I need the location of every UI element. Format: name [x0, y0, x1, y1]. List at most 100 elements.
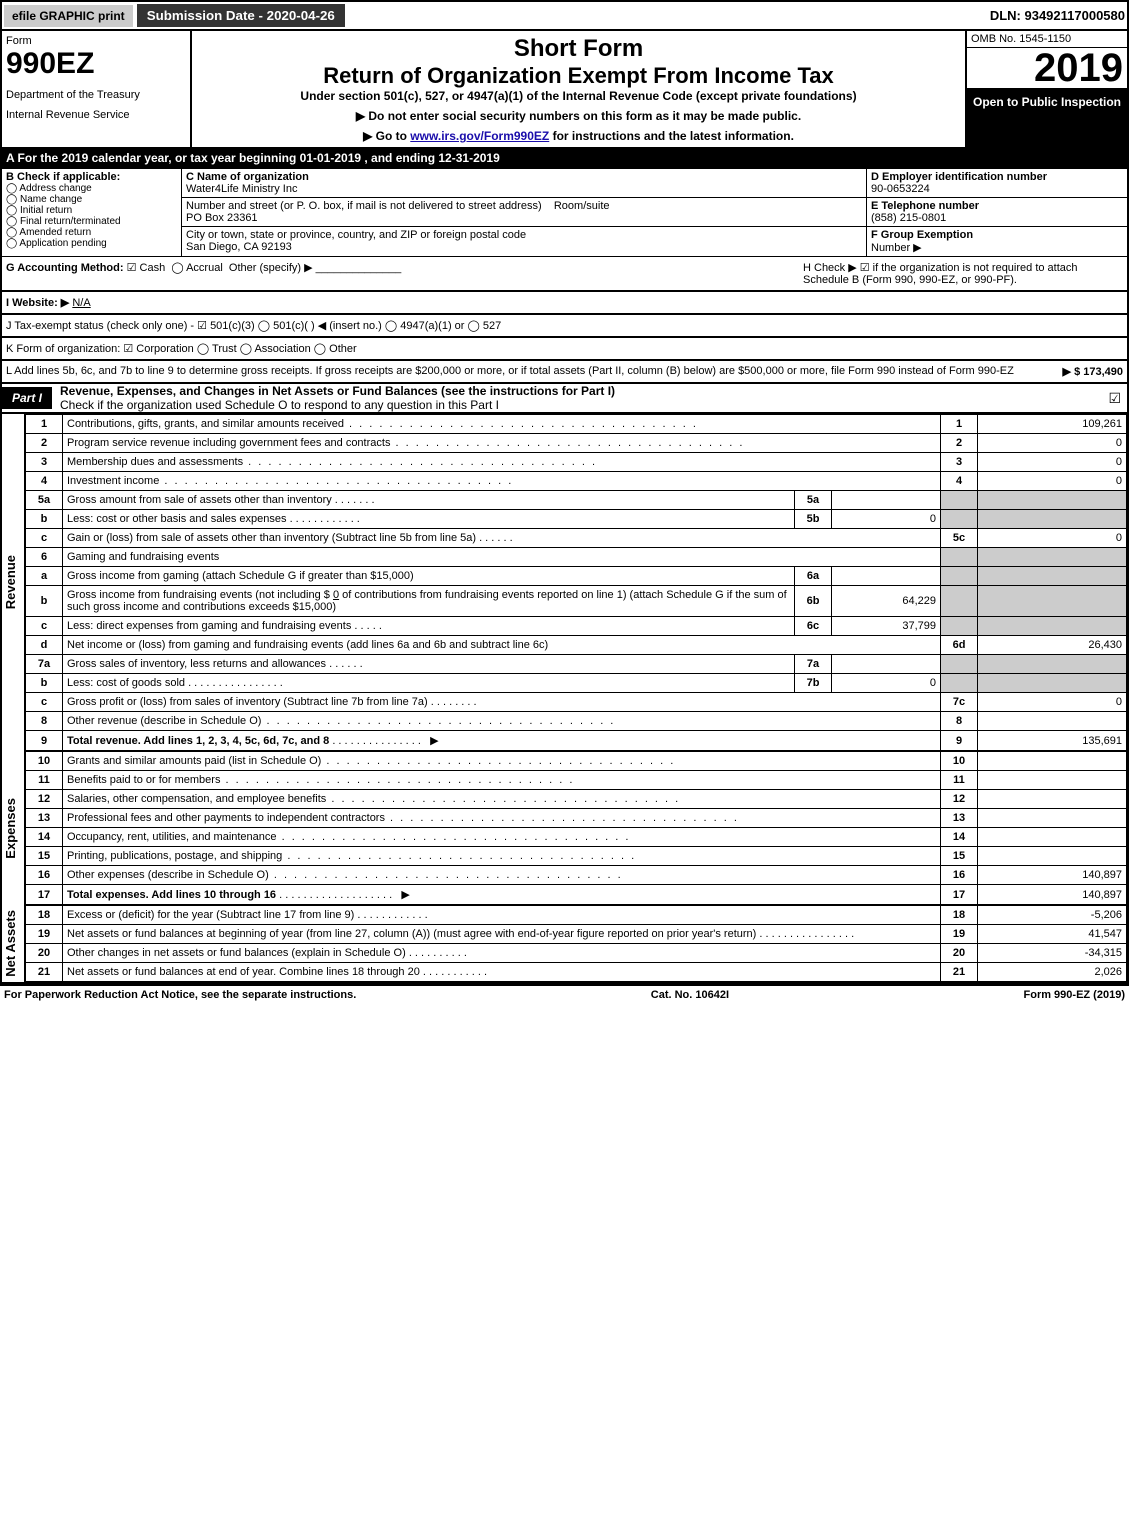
line-num: 12: [26, 790, 63, 809]
gray-cell: [978, 491, 1127, 510]
line-val: 140,897: [978, 866, 1127, 885]
instruction-link: ▶ Go to www.irs.gov/Form990EZ for instru…: [196, 129, 961, 143]
line-num: 3: [26, 453, 63, 472]
title-short: Short Form: [196, 35, 961, 63]
check-amended-return[interactable]: ◯ Amended return: [6, 227, 177, 238]
line-num: 14: [26, 828, 63, 847]
line-desc: Gross profit or (loss) from sales of inv…: [67, 696, 428, 708]
line-desc: Gross sales of inventory, less returns a…: [67, 658, 326, 670]
instruction-ssn: ▶ Do not enter social security numbers o…: [196, 109, 961, 123]
page-footer: For Paperwork Reduction Act Notice, see …: [0, 984, 1129, 1004]
line-num: b: [26, 674, 63, 693]
line-num: 17: [26, 885, 63, 905]
gray-cell: [941, 674, 978, 693]
subline-val: 37,799: [832, 617, 941, 636]
line-desc: Investment income: [67, 475, 513, 487]
subline-col: 6a: [795, 567, 832, 586]
line-col: 11: [941, 771, 978, 790]
check-application-pending[interactable]: ◯ Application pending: [6, 238, 177, 249]
expenses-section: Expenses 10 Grants and similar amounts p…: [0, 751, 1129, 905]
part-1-title: Revenue, Expenses, and Changes in Net As…: [60, 384, 615, 398]
line-col: 3: [941, 453, 978, 472]
line-desc: Benefits paid to or for members: [67, 774, 574, 786]
line-val: 26,430: [978, 636, 1127, 655]
acct-cash[interactable]: ☑ Cash: [127, 262, 166, 274]
subline-col: 7a: [795, 655, 832, 674]
check-name-change[interactable]: ◯ Name change: [6, 194, 177, 205]
check-initial-return[interactable]: ◯ Initial return: [6, 205, 177, 216]
check-address-change[interactable]: ◯ Address change: [6, 183, 177, 194]
line-col: 7c: [941, 693, 978, 712]
gray-cell: [978, 510, 1127, 529]
part-1-label: Part I: [2, 387, 52, 409]
row-l: L Add lines 5b, 6c, and 7b to line 9 to …: [0, 361, 1129, 384]
fundraising-amount: 0: [333, 589, 339, 601]
line-desc: Other changes in net assets or fund bala…: [67, 947, 406, 959]
subline-val: 0: [832, 674, 941, 693]
row-k: K Form of organization: ☑ Corporation ◯ …: [0, 338, 1129, 361]
city-label: City or town, state or province, country…: [186, 229, 526, 241]
revenue-vertical-label: Revenue: [3, 555, 23, 609]
line-col: 1: [941, 415, 978, 434]
line-col: 12: [941, 790, 978, 809]
line-desc: Less: direct expenses from gaming and fu…: [67, 620, 351, 632]
line-val: [978, 752, 1127, 771]
section-h-text: H Check ▶ ☑ if the organization is not r…: [803, 261, 1123, 286]
footer-form-ref: Form 990-EZ (2019): [1024, 989, 1125, 1001]
line-val: 0: [978, 434, 1127, 453]
line-num: 9: [26, 731, 63, 751]
line-desc: Other expenses (describe in Schedule O): [67, 869, 623, 881]
line-desc: Professional fees and other payments to …: [67, 812, 739, 824]
line-num: 18: [26, 906, 63, 925]
title-main: Return of Organization Exempt From Incom…: [196, 63, 961, 89]
net-assets-vertical-label: Net Assets: [3, 910, 23, 977]
line-col: 19: [941, 925, 978, 944]
line-val: -5,206: [978, 906, 1127, 925]
top-bar: efile GRAPHIC print Submission Date - 20…: [0, 0, 1129, 31]
line-col: 6d: [941, 636, 978, 655]
line-col: 17: [941, 885, 978, 905]
line-num: b: [26, 510, 63, 529]
check-final-return[interactable]: ◯ Final return/terminated: [6, 216, 177, 227]
phone-value: (858) 215-0801: [871, 212, 946, 224]
section-d-ein-label: D Employer identification number: [871, 171, 1047, 183]
website-value: N/A: [72, 297, 90, 309]
line-val: 2,026: [978, 963, 1127, 982]
line-desc: Salaries, other compensation, and employ…: [67, 793, 680, 805]
gray-cell: [941, 586, 978, 617]
line-val: 0: [978, 529, 1127, 548]
line-val: [978, 712, 1127, 731]
line-num: 8: [26, 712, 63, 731]
form-word: Form: [6, 35, 186, 47]
submission-date-button[interactable]: Submission Date - 2020-04-26: [137, 4, 345, 27]
line-col: 13: [941, 809, 978, 828]
line-col: 18: [941, 906, 978, 925]
line-desc: Grants and similar amounts paid (list in…: [67, 755, 675, 767]
part-1-checkbox[interactable]: ☑: [1108, 390, 1127, 407]
subline-val: [832, 567, 941, 586]
line-num: c: [26, 617, 63, 636]
subline-val: 64,229: [832, 586, 941, 617]
acct-other[interactable]: Other (specify) ▶: [229, 262, 313, 274]
section-c-label: C Name of organization: [186, 171, 309, 183]
line-desc: Less: cost of goods sold: [67, 677, 185, 689]
tax-year: 2019: [967, 48, 1127, 89]
line-num: 13: [26, 809, 63, 828]
gray-cell: [941, 491, 978, 510]
line-num: 11: [26, 771, 63, 790]
line-val: 109,261: [978, 415, 1127, 434]
irs-link[interactable]: www.irs.gov/Form990EZ: [410, 129, 549, 143]
gray-cell: [941, 548, 978, 567]
subline-col: 6b: [795, 586, 832, 617]
line-col: 15: [941, 847, 978, 866]
subline-col: 6c: [795, 617, 832, 636]
line-val: [978, 790, 1127, 809]
irs-label: Internal Revenue Service: [6, 109, 186, 121]
acct-accrual[interactable]: ◯ Accrual: [171, 262, 222, 274]
row-l-amount: ▶ $ 173,490: [1063, 365, 1123, 378]
arrow-icon: ▶: [430, 735, 438, 747]
ein-value: 90-0653224: [871, 183, 930, 195]
line-val: [978, 828, 1127, 847]
subline-col: 5a: [795, 491, 832, 510]
line-val: 41,547: [978, 925, 1127, 944]
